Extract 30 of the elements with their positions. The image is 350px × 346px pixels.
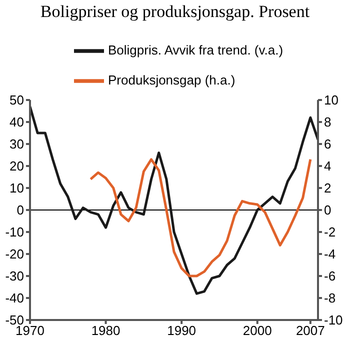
chart-title: Boligpriser og produksjonsgap. Prosent bbox=[39, 2, 311, 23]
legend-label: Produksjonsgap (h.a.) bbox=[108, 72, 236, 88]
y2-tick-label: -6 bbox=[324, 268, 336, 284]
y-tick-label: 40 bbox=[10, 114, 24, 130]
x-tick-label: 2007 bbox=[296, 323, 325, 338]
y2-tick-label: 8 bbox=[324, 114, 332, 130]
y-tick-label: -20 bbox=[5, 246, 24, 262]
y2-tick-label: 10 bbox=[324, 92, 338, 108]
y-tick-label: 20 bbox=[10, 158, 24, 174]
y2-tick-label: -8 bbox=[324, 290, 336, 306]
y-tick-label: -40 bbox=[5, 290, 24, 306]
line-series bbox=[30, 105, 318, 295]
y-tick-label: -10 bbox=[5, 224, 24, 240]
y2-tick-label: -2 bbox=[324, 224, 336, 240]
line-series bbox=[89, 158, 312, 278]
x-tick-label: 1990 bbox=[167, 323, 196, 338]
y2-tick-label: -10 bbox=[324, 312, 343, 328]
y2-tick-label: 6 bbox=[324, 136, 332, 152]
x-tick-label: 1980 bbox=[91, 323, 120, 338]
y-tick-label: -30 bbox=[5, 268, 24, 284]
legend-label: Boligpris. Avvik fra trend. (v.a.) bbox=[108, 42, 284, 58]
x-tick-label: 2000 bbox=[242, 323, 272, 338]
y2-tick-label: 2 bbox=[324, 180, 332, 196]
y-tick-label: 30 bbox=[10, 136, 24, 152]
y2-tick-label: -4 bbox=[324, 246, 336, 262]
y-tick-label: 10 bbox=[10, 180, 24, 196]
y2-tick-label: 0 bbox=[324, 202, 332, 218]
y-tick-label: 0 bbox=[16, 202, 24, 218]
y-tick-label: 50 bbox=[10, 92, 24, 108]
y2-tick-label: 4 bbox=[324, 158, 332, 174]
